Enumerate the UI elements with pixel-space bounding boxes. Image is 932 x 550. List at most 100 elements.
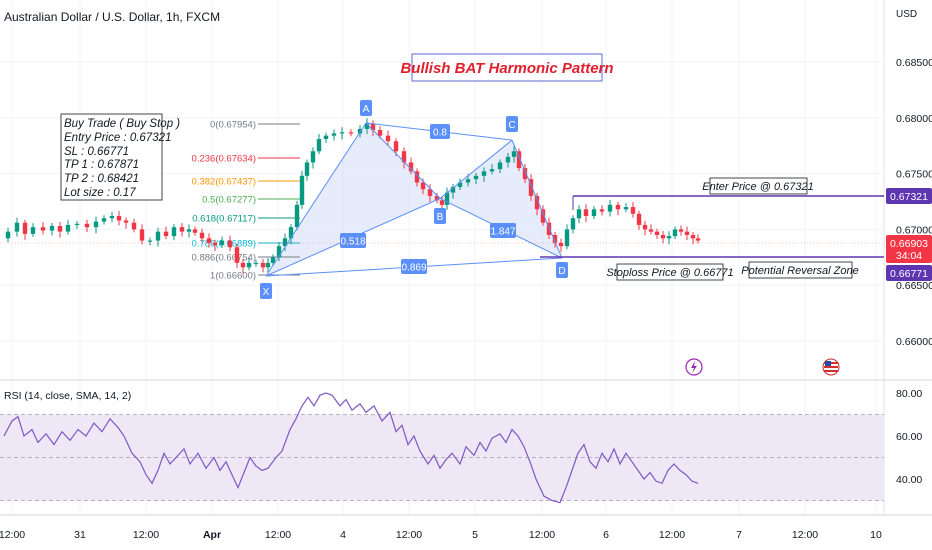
price-tick-label: 0.66500	[896, 280, 932, 292]
candle-body	[40, 227, 46, 231]
pattern-title-box[interactable]: Bullish BAT Harmonic Pattern	[400, 53, 614, 82]
time-tick-label: 7	[736, 529, 742, 541]
harmonic-point-c[interactable]	[506, 116, 518, 132]
prz-label[interactable]: Potential Reversal Zone	[741, 261, 859, 279]
chart-title: Australian Dollar / U.S. Dollar, 1h, FXC…	[4, 10, 220, 24]
fib-level-label: 0.236(0.67634)	[192, 154, 256, 165]
harmonic-ratio-badge	[430, 124, 450, 139]
candle-body	[14, 222, 20, 232]
candle-body	[666, 236, 672, 239]
harmonic-xa-line	[265, 122, 367, 277]
candle-body	[276, 246, 282, 258]
candle-body	[473, 175, 479, 180]
harmonic-point-x[interactable]	[260, 283, 272, 299]
harmonic-ratio-text: 0.518	[340, 237, 365, 248]
time-tick-label: Apr	[203, 529, 221, 541]
candle-body	[227, 240, 233, 248]
trade-info-box[interactable]: Buy Trade ( Buy Stop ) Entry Price : 0.6…	[60, 113, 180, 201]
harmonic-ratio-badge	[401, 259, 427, 274]
candle-body	[49, 226, 55, 231]
candle-body	[246, 262, 252, 268]
trade-line-1: Buy Trade ( Buy Stop )	[64, 118, 180, 130]
candle-body	[684, 231, 690, 235]
candle-body	[109, 216, 115, 219]
rsi-line	[3, 392, 699, 504]
price-tick-label: 0.68000	[896, 113, 932, 125]
candle-body	[583, 209, 589, 217]
price-tick-label: 0.68500	[896, 57, 932, 69]
entry-badge-text: 0.67321	[890, 191, 928, 203]
enter-price-label[interactable]: Enter Price @ 0.67321	[702, 177, 814, 195]
candle-body	[607, 204, 613, 212]
trade-line-5: TP 2 : 0.68421	[64, 173, 139, 185]
candle-body	[270, 257, 276, 263]
rsi-band	[0, 414, 884, 501]
price-tick-label: 0.66000	[896, 336, 932, 348]
harmonic-ratio-text: 0.8	[433, 128, 447, 139]
candle-body	[465, 179, 471, 183]
candle-body	[101, 218, 107, 222]
harmonic-point-b[interactable]	[434, 208, 446, 224]
candle-body	[660, 234, 666, 239]
stoploss-label[interactable]: Stoploss Price @ 0.66771	[606, 263, 734, 281]
candle-body	[481, 171, 487, 176]
time-tick-label: 12:00	[0, 529, 25, 541]
candle-body	[155, 231, 161, 241]
harmonic-point-label: D	[558, 266, 565, 277]
harmonic-cd-line	[511, 139, 563, 259]
countdown-text: 34:04	[896, 250, 922, 262]
candle-body	[591, 209, 597, 217]
candle-body	[57, 226, 63, 232]
stop-price-badge: 0.66771	[886, 265, 932, 281]
candle-body	[116, 216, 122, 221]
time-tick-label: 4	[340, 529, 346, 541]
candle-body	[260, 262, 266, 268]
candle-body	[192, 229, 198, 233]
fib-level-label: 0(0.67954)	[210, 120, 256, 131]
lightning-icon[interactable]	[685, 358, 703, 376]
candle-body	[427, 189, 433, 196]
candle-body	[323, 135, 329, 140]
harmonic-ratio-text: 0.869	[401, 263, 426, 274]
fib-retracement[interactable]: 0(0.67954) 0.236(0.67634) 0.382(0.67437) 0.…	[192, 120, 300, 282]
harmonic-point-a[interactable]	[360, 100, 372, 116]
candle-body	[22, 222, 28, 234]
candle-body	[558, 242, 564, 247]
trade-line-4: TP 1 : 0.67871	[64, 159, 139, 171]
candle-body	[171, 227, 177, 237]
candle-body	[450, 186, 456, 193]
harmonic-bcd-fill	[440, 140, 562, 258]
rsi-series	[3, 392, 699, 504]
harmonic-pattern-lines[interactable]: X A B C D 0.8 0.518 1.847 0.869	[260, 100, 568, 299]
current-badge-text: 0.66903	[890, 238, 928, 250]
harmonic-ratio-badge	[340, 233, 366, 248]
time-tick-label: 12:00	[265, 529, 291, 541]
candle-body	[654, 231, 660, 235]
candle-body	[212, 242, 218, 246]
harmonic-ratio-text: 1.847	[490, 227, 515, 238]
candle-body	[489, 169, 495, 172]
candle-body	[5, 231, 11, 239]
candle-body	[599, 209, 605, 212]
us-flag-icon[interactable]	[822, 358, 840, 376]
harmonic-point-d[interactable]	[556, 262, 568, 278]
harmonic-bc-line	[439, 139, 513, 199]
candle-body	[546, 222, 552, 235]
prz-text: Potential Reversal Zone	[741, 265, 858, 277]
candle-body	[253, 262, 259, 265]
candle-body	[636, 213, 642, 225]
candle-body	[139, 229, 145, 241]
fib-level-label: 0.5(0.67277)	[202, 195, 256, 206]
stop-badge-text: 0.66771	[890, 268, 928, 280]
candle-body	[234, 247, 240, 263]
candle-body	[552, 234, 558, 243]
candle-body	[385, 135, 391, 142]
time-tick-label: 12:00	[133, 529, 159, 541]
candle-body	[186, 229, 192, 232]
time-tick-label: 10	[870, 529, 882, 541]
harmonic-point-label: C	[508, 120, 515, 131]
harmonic-xab-fill	[266, 122, 440, 277]
candle-body	[377, 130, 383, 136]
price-levels[interactable]	[0, 195, 884, 258]
